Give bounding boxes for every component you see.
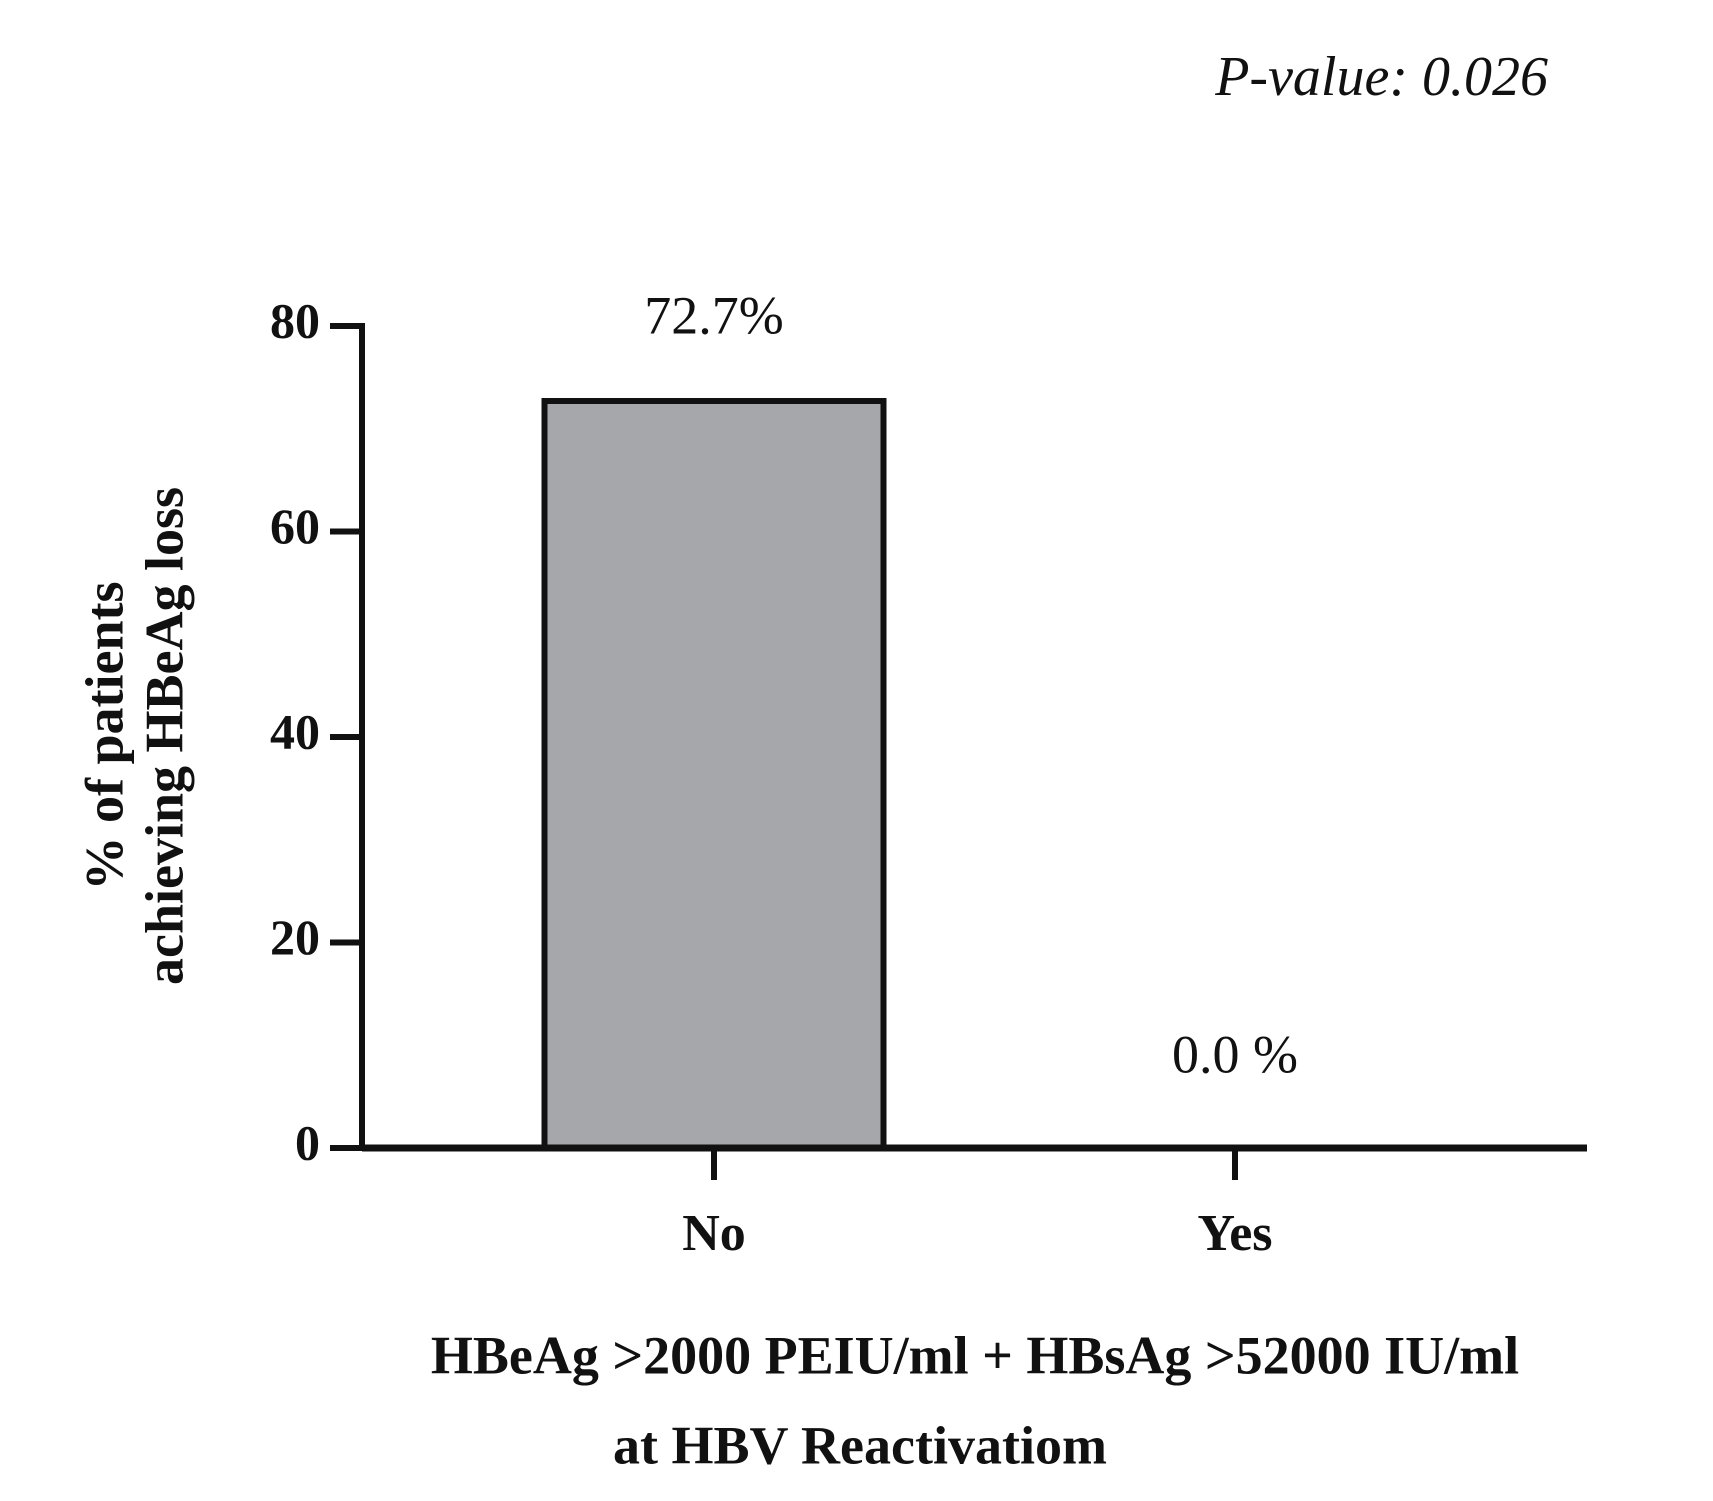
value-label: 72.7% — [644, 285, 783, 345]
y-axis-label: % of patients achieving HBeAg loss — [74, 487, 194, 985]
y-label-line: achieving HBeAg loss — [134, 487, 194, 985]
x-tick-label: No — [682, 1205, 746, 1262]
x-label-line: at HBV Reactivatiom — [613, 1415, 1107, 1475]
bar — [541, 398, 887, 1151]
value-label: 0.0 % — [1172, 1024, 1298, 1084]
y-tick-label: 80 — [270, 292, 320, 348]
annotation: P-value: 0.026 — [1214, 46, 1548, 108]
y-tick-label: 0 — [295, 1114, 320, 1170]
y-tick-label: 20 — [270, 909, 320, 965]
y-tick-label: 60 — [270, 498, 320, 554]
y-tick-label: 40 — [270, 703, 320, 759]
x-label-line: HBeAg >2000 PEIU/ml + HBsAg >52000 IU/ml — [431, 1325, 1519, 1385]
y-label-line: % of patients — [74, 582, 134, 891]
x-tick-label: Yes — [1197, 1205, 1272, 1262]
